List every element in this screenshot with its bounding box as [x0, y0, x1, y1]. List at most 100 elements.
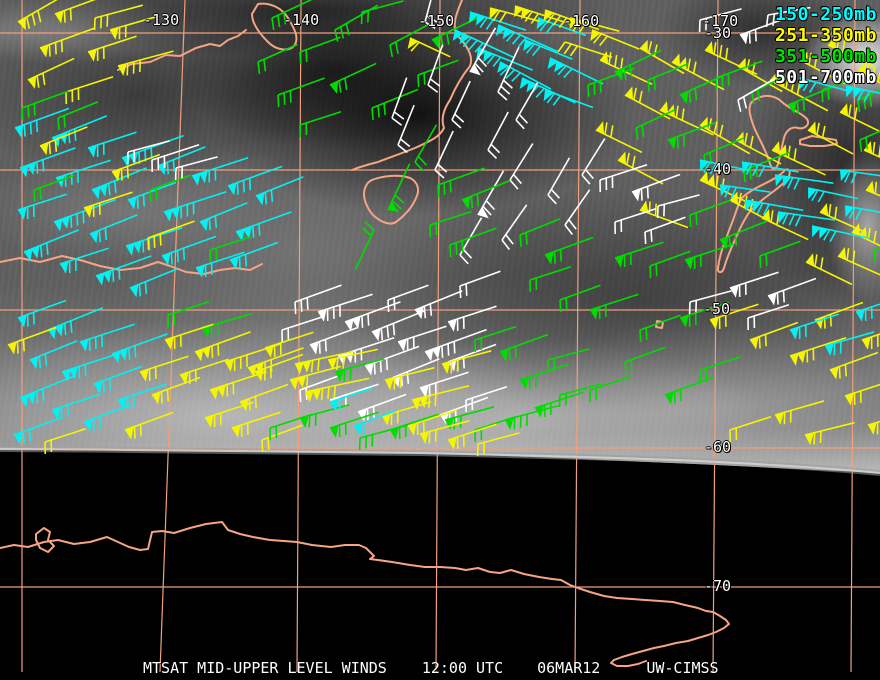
wind-barb	[513, 5, 572, 25]
wind-barb	[414, 124, 438, 172]
longitude-label: -130	[143, 11, 180, 29]
wind-barb	[614, 241, 664, 268]
longitude-label: -150	[418, 12, 455, 30]
gridline-meridian	[574, 0, 581, 673]
wind-barb	[427, 44, 444, 93]
wind-barb	[469, 27, 497, 76]
wind-barb	[309, 326, 359, 355]
wind-barb	[515, 82, 539, 130]
wind-barb	[419, 420, 470, 444]
wind-barb	[441, 350, 492, 374]
wind-barb	[57, 101, 99, 131]
wind-barb	[429, 210, 472, 238]
wind-barb	[523, 39, 573, 60]
wind-barb	[799, 77, 850, 93]
latitude-label: -50	[703, 300, 731, 318]
wind-barb	[61, 353, 119, 382]
caption-bar: MTSAT MID-UPPER LEVEL WINDS 12:00 UTC 06MA…	[143, 659, 719, 677]
wind-barb	[39, 126, 88, 156]
wind-barb	[264, 331, 314, 358]
wind-barb	[39, 27, 95, 58]
wind-barb	[195, 251, 245, 278]
wind-barb	[255, 176, 304, 206]
wind-barb	[29, 340, 78, 370]
wind-barb	[199, 202, 248, 232]
latitude-label: -40	[704, 160, 732, 178]
wind-barb	[771, 141, 826, 176]
wind-barb	[424, 0, 438, 30]
wind-barb	[449, 227, 497, 258]
wind-barb	[209, 235, 252, 263]
coastline	[0, 255, 263, 275]
wind-barb	[329, 411, 379, 438]
wind-barb	[147, 220, 195, 251]
wind-barb	[749, 321, 799, 350]
wind-barb	[344, 301, 401, 332]
wind-barb	[387, 284, 429, 313]
latitude-label: -30	[704, 24, 732, 42]
earth-limb-edge	[0, 448, 880, 474]
wind-barb	[741, 161, 799, 178]
wind-barb	[789, 313, 839, 340]
wind-barb	[329, 62, 377, 94]
wind-barb	[33, 174, 75, 203]
wind-barb	[19, 375, 76, 408]
wind-barb	[7, 326, 57, 355]
wind-barb	[867, 410, 880, 435]
wind-barb	[861, 323, 880, 350]
wind-barb	[698, 8, 742, 33]
wind-barb	[289, 365, 341, 390]
wind-barb	[129, 268, 178, 298]
wind-barb	[411, 384, 470, 411]
wind-barb	[765, 6, 811, 28]
wind-barb	[397, 104, 415, 154]
wind-barb	[357, 393, 407, 422]
wind-barb	[54, 0, 104, 24]
coastline	[35, 527, 55, 553]
wind-barb	[519, 363, 569, 390]
wind-barb	[845, 85, 880, 103]
legend-item: 150-250mb	[774, 4, 877, 25]
wind-barb	[465, 385, 508, 413]
wind-barb	[805, 253, 853, 286]
wind-barb	[117, 383, 167, 410]
wind-barb	[111, 153, 161, 182]
wind-barb	[294, 284, 342, 315]
wind-barb	[271, 0, 318, 31]
wind-barb	[299, 404, 350, 428]
wind-barb	[164, 323, 214, 350]
gridline-meridian	[850, 0, 856, 673]
wind-barb	[590, 29, 640, 50]
wind-barb	[587, 67, 635, 98]
wind-barb	[719, 184, 771, 199]
latitude-label: -70	[704, 577, 732, 595]
coastline	[362, 174, 419, 225]
wind-barb	[127, 181, 177, 210]
wind-barb	[51, 393, 101, 420]
latitude-label: -60	[704, 438, 732, 456]
wind-barb	[139, 355, 189, 382]
coastline	[117, 29, 247, 71]
wind-barb	[688, 290, 732, 315]
caption-title: MTSAT MID-UPPER LEVEL WINDS	[143, 659, 387, 677]
wind-barb	[261, 424, 303, 453]
pressure-level-legend: 150-250mb 251-350mb 351-500mb 501-700mb	[775, 4, 877, 88]
wind-barb	[761, 209, 809, 241]
wind-barb	[647, 63, 689, 93]
wind-barb	[679, 301, 729, 328]
wind-barb	[589, 293, 639, 320]
longitude-label: -160	[563, 12, 600, 30]
wind-barb	[599, 163, 648, 193]
caption-credit: UW-CIMSS	[646, 659, 719, 677]
wind-barb	[151, 376, 201, 405]
wind-barb	[704, 41, 758, 76]
wind-barb	[739, 16, 789, 45]
wind-barb	[857, 79, 880, 113]
wind-barb	[614, 49, 662, 81]
longitude-label: -170	[702, 12, 739, 30]
wind-barb	[27, 57, 75, 89]
wind-barb	[699, 355, 742, 383]
